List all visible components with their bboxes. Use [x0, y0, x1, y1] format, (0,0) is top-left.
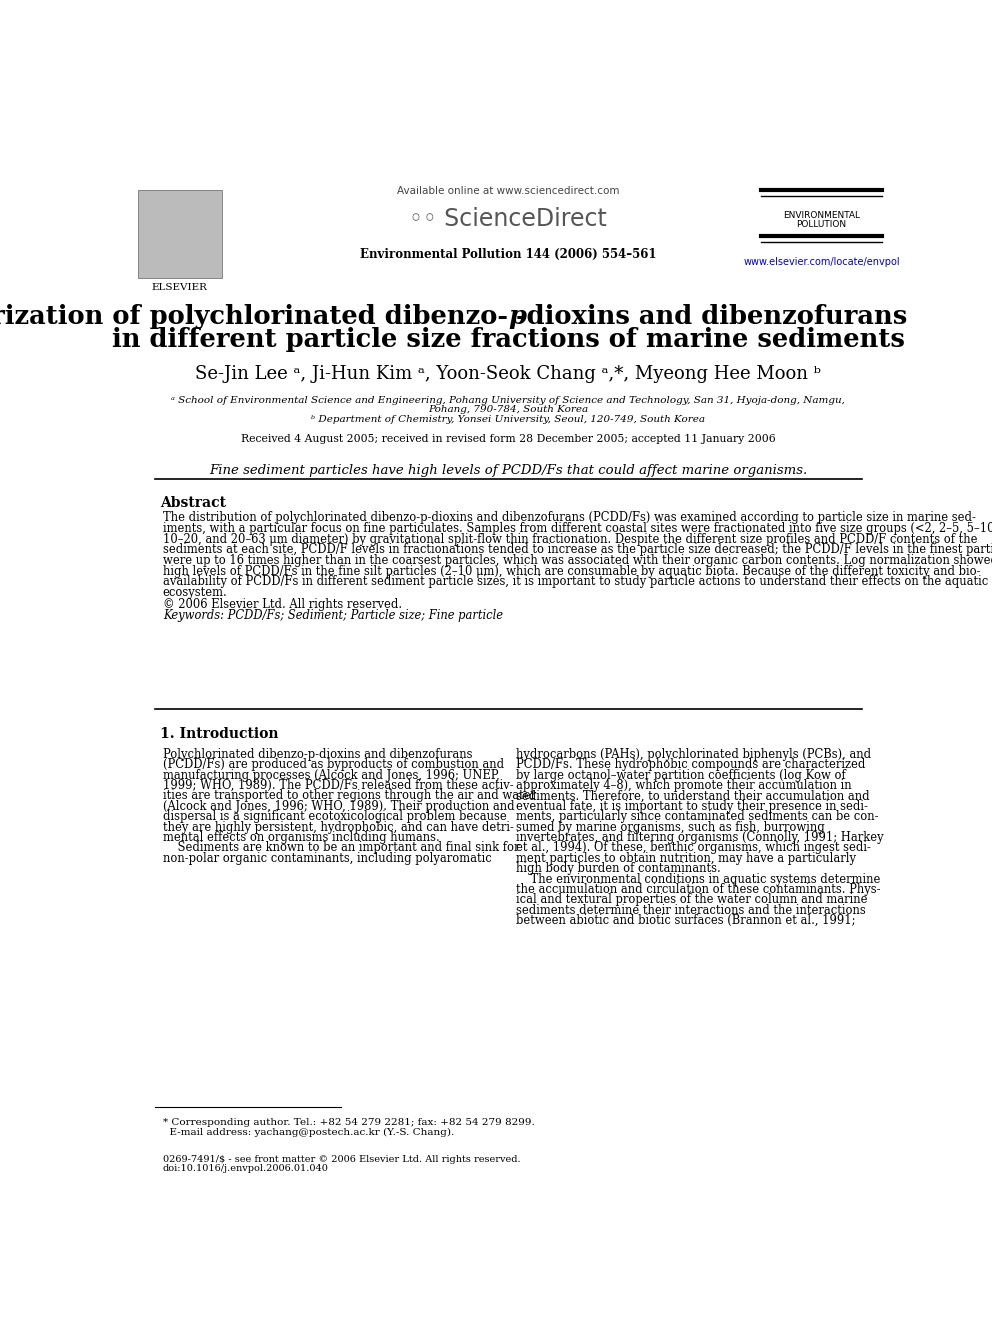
Text: ecosystem.: ecosystem.: [163, 586, 227, 599]
Text: ical and textural properties of the water column and marine: ical and textural properties of the wate…: [516, 893, 868, 906]
Text: © 2006 Elsevier Ltd. All rights reserved.: © 2006 Elsevier Ltd. All rights reserved…: [163, 598, 402, 611]
Text: hydrocarbons (PAHs), polychlorinated biphenyls (PCBs), and: hydrocarbons (PAHs), polychlorinated bip…: [516, 747, 871, 761]
Text: by large octanol–water partition coefficients (log Kow of: by large octanol–water partition coeffic…: [516, 769, 846, 782]
Text: et al., 1994). Of these, benthic organisms, which ingest sedi-: et al., 1994). Of these, benthic organis…: [516, 841, 871, 855]
Text: The distribution of polychlorinated dibenzo-p-dioxins and dibenzofurans (PCDD/Fs: The distribution of polychlorinated dibe…: [163, 512, 975, 524]
Text: in different particle size fractions of marine sediments: in different particle size fractions of …: [112, 327, 905, 352]
Text: Environmental Pollution 144 (2006) 554–561: Environmental Pollution 144 (2006) 554–5…: [360, 249, 657, 261]
Text: ELSEVIER: ELSEVIER: [152, 283, 207, 292]
Text: ᵃ School of Environmental Science and Engineering, Pohang University of Science : ᵃ School of Environmental Science and En…: [172, 396, 845, 405]
Text: invertebrates, and filtering organisms (Connolly, 1991; Harkey: invertebrates, and filtering organisms (…: [516, 831, 884, 844]
Text: ities are transported to other regions through the air and water: ities are transported to other regions t…: [163, 790, 536, 802]
Text: high levels of PCDD/Fs in the fine silt particles (2–10 μm), which are consumabl: high levels of PCDD/Fs in the fine silt …: [163, 565, 980, 578]
Text: were up to 16 times higher than in the coarsest particles, which was associated : were up to 16 times higher than in the c…: [163, 554, 992, 568]
Text: Keywords: PCDD/Fs; Sediment; Particle size; Fine particle: Keywords: PCDD/Fs; Sediment; Particle si…: [163, 609, 503, 622]
Text: The environmental conditions in aquatic systems determine: The environmental conditions in aquatic …: [516, 873, 881, 885]
Text: Polychlorinated dibenzo-p-dioxins and dibenzofurans: Polychlorinated dibenzo-p-dioxins and di…: [163, 747, 472, 761]
Text: they are highly persistent, hydrophobic, and can have detri-: they are highly persistent, hydrophobic,…: [163, 820, 514, 833]
Text: Sediments are known to be an important and final sink for: Sediments are known to be an important a…: [163, 841, 519, 855]
Text: iments, with a particular focus on fine particulates. Samples from different coa: iments, with a particular focus on fine …: [163, 523, 992, 534]
Text: Available online at www.sciencedirect.com: Available online at www.sciencedirect.co…: [397, 187, 620, 197]
Text: Received 4 August 2005; received in revised form 28 December 2005; accepted 11 J: Received 4 August 2005; received in revi…: [241, 434, 776, 443]
Text: 1999; WHO, 1989). The PCDD/Fs released from these activ-: 1999; WHO, 1989). The PCDD/Fs released f…: [163, 779, 514, 792]
Text: sumed by marine organisms, such as fish, burrowing: sumed by marine organisms, such as fish,…: [516, 820, 825, 833]
Text: Fine sediment particles have high levels of PCDD/Fs that could affect marine org: Fine sediment particles have high levels…: [209, 464, 807, 478]
Text: non-polar organic contaminants, including polyaromatic: non-polar organic contaminants, includin…: [163, 852, 491, 865]
Text: ENVIRONMENTAL: ENVIRONMENTAL: [783, 212, 860, 220]
Text: 1. Introduction: 1. Introduction: [160, 728, 278, 741]
FancyBboxPatch shape: [138, 189, 221, 278]
Text: ment particles to obtain nutrition, may have a particularly: ment particles to obtain nutrition, may …: [516, 852, 856, 865]
Text: sediments at each site, PCDD/F levels in fractionations tended to increase as th: sediments at each site, PCDD/F levels in…: [163, 544, 992, 556]
Text: POLLUTION: POLLUTION: [797, 221, 846, 229]
Text: p: p: [509, 303, 527, 328]
Text: approximately 4–8), which promote their accumulation in: approximately 4–8), which promote their …: [516, 779, 852, 792]
Text: Pohang, 790-784, South Korea: Pohang, 790-784, South Korea: [429, 405, 588, 414]
Text: dispersal is a significant ecotoxicological problem because: dispersal is a significant ecotoxicologi…: [163, 810, 507, 823]
Text: -dioxins and dibenzofurans: -dioxins and dibenzofurans: [516, 303, 908, 328]
Text: high body burden of contaminants.: high body burden of contaminants.: [516, 863, 721, 875]
Text: E-mail address: yachang@postech.ac.kr (Y.-S. Chang).: E-mail address: yachang@postech.ac.kr (Y…: [163, 1129, 454, 1138]
Text: www.elsevier.com/locate/envpol: www.elsevier.com/locate/envpol: [743, 257, 900, 267]
Text: mental effects on organisms including humans.: mental effects on organisms including hu…: [163, 831, 439, 844]
Text: availability of PCDD/Fs in different sediment particle sizes, it is important to: availability of PCDD/Fs in different sed…: [163, 576, 988, 589]
Text: ᵇ Department of Chemistry, Yonsei University, Seoul, 120-749, South Korea: ᵇ Department of Chemistry, Yonsei Univer…: [311, 415, 705, 425]
Text: manufacturing processes (Alcock and Jones, 1996; UNEP,: manufacturing processes (Alcock and Jone…: [163, 769, 500, 782]
Text: ◦◦ ScienceDirect: ◦◦ ScienceDirect: [410, 206, 607, 230]
Text: sediments determine their interactions and the interactions: sediments determine their interactions a…: [516, 904, 866, 917]
Text: Se-Jin Lee ᵃ, Ji-Hun Kim ᵃ, Yoon-Seok Chang ᵃ,*, Myeong Hee Moon ᵇ: Se-Jin Lee ᵃ, Ji-Hun Kim ᵃ, Yoon-Seok Ch…: [195, 365, 821, 384]
Text: ments, particularly since contaminated sediments can be con-: ments, particularly since contaminated s…: [516, 810, 879, 823]
Text: (PCDD/Fs) are produced as byproducts of combustion and: (PCDD/Fs) are produced as byproducts of …: [163, 758, 504, 771]
Text: PCDD/Fs. These hydrophobic compounds are characterized: PCDD/Fs. These hydrophobic compounds are…: [516, 758, 866, 771]
Text: 10–20, and 20–63 μm diameter) by gravitational split-flow thin fractionation. De: 10–20, and 20–63 μm diameter) by gravita…: [163, 533, 977, 545]
Text: Abstract: Abstract: [160, 496, 225, 511]
Text: doi:10.1016/j.envpol.2006.01.040: doi:10.1016/j.envpol.2006.01.040: [163, 1164, 328, 1174]
Text: (Alcock and Jones, 1996; WHO, 1989). Their production and: (Alcock and Jones, 1996; WHO, 1989). The…: [163, 800, 515, 812]
Text: * Corresponding author. Tel.: +82 54 279 2281; fax: +82 54 279 8299.: * Corresponding author. Tel.: +82 54 279…: [163, 1118, 535, 1127]
Text: sediments. Therefore, to understand their accumulation and: sediments. Therefore, to understand thei…: [516, 790, 870, 802]
Text: between abiotic and biotic surfaces (Brannon et al., 1991;: between abiotic and biotic surfaces (Bra…: [516, 914, 856, 927]
Text: Characterization of polychlorinated dibenzo-: Characterization of polychlorinated dibe…: [0, 303, 509, 328]
Text: eventual fate, it is important to study their presence in sedi-: eventual fate, it is important to study …: [516, 800, 868, 812]
Text: the accumulation and circulation of these contaminants. Phys-: the accumulation and circulation of thes…: [516, 882, 881, 896]
Text: 0269-7491/$ - see front matter © 2006 Elsevier Ltd. All rights reserved.: 0269-7491/$ - see front matter © 2006 El…: [163, 1155, 521, 1164]
